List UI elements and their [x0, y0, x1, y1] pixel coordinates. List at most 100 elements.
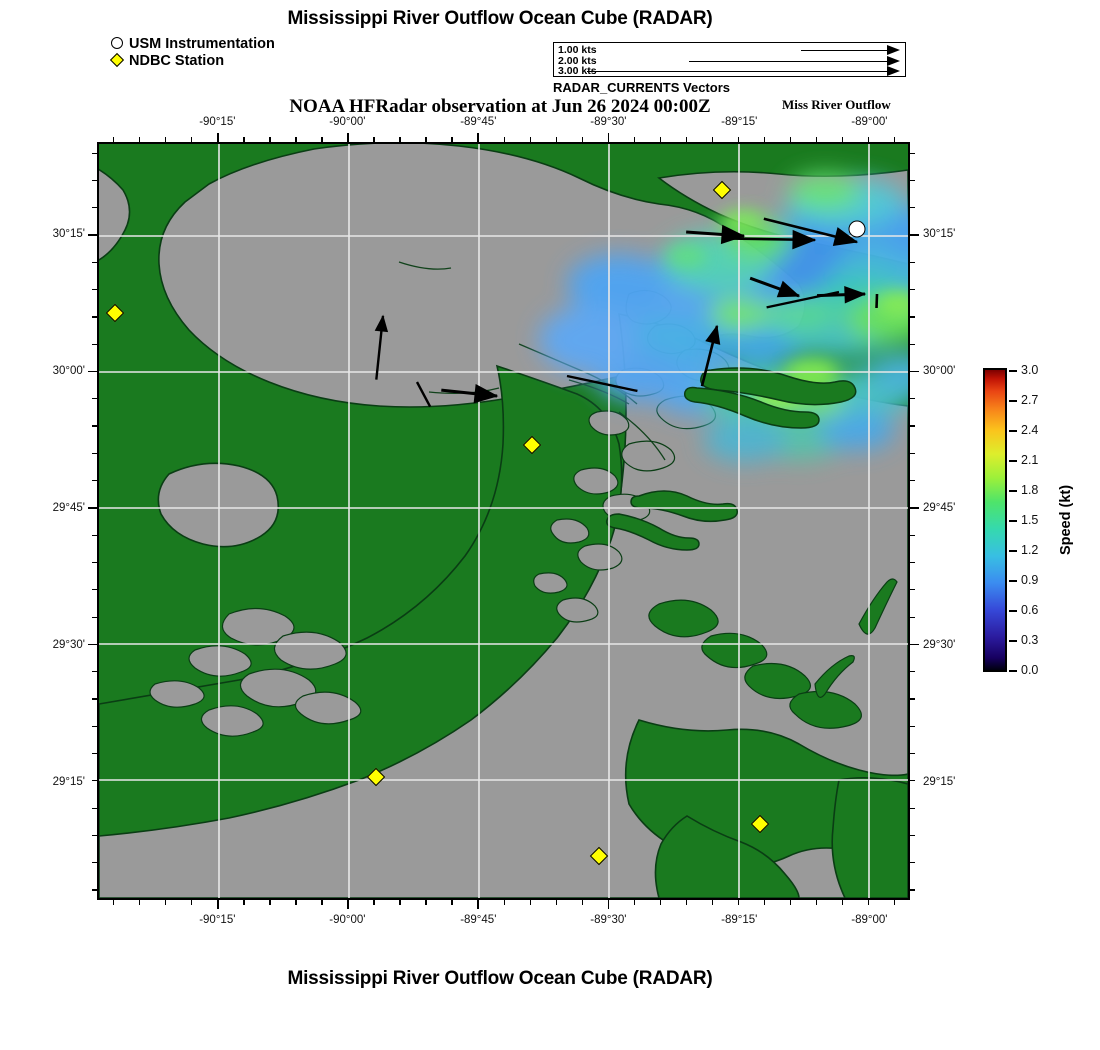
vector-key-label: 1.00 kts: [558, 44, 597, 56]
colorbar-tick-label: 0.3: [1021, 633, 1039, 647]
x-axis-label-bottom: -89°15': [721, 914, 758, 926]
usm-instrumentation-marker[interactable]: [848, 220, 866, 238]
colorbar-tick: [1009, 580, 1017, 582]
x-minor-tick: [139, 900, 141, 905]
colorbar-tick-label: 1.8: [1021, 483, 1039, 497]
y-minor-tick: [910, 452, 915, 454]
y-minor-tick: [910, 589, 915, 591]
vector-key-arrowhead: [887, 45, 900, 55]
y-axis-label-left: 30°00': [52, 364, 85, 377]
x-major-tick: [477, 900, 479, 909]
y-major-tick: [910, 507, 919, 509]
colorbar-tick-label: 0.9: [1021, 573, 1039, 587]
vector-key-row: 2.00 kts: [554, 54, 905, 67]
legend-label-usm: USM Instrumentation: [129, 36, 275, 52]
x-minor-tick: [737, 900, 739, 905]
footer-title: Mississippi River Outflow Ocean Cube (RA…: [287, 968, 713, 989]
diamond-marker-icon: [109, 52, 127, 70]
x-minor-tick: [191, 900, 193, 905]
current-vectors: [686, 217, 879, 387]
y-major-tick: [88, 507, 97, 509]
x-minor-tick: [373, 900, 375, 905]
vector-key-caption: RADAR_CURRENTS Vectors: [553, 80, 730, 95]
y-axis-label-left: 29°15': [52, 775, 85, 788]
map-plot-area[interactable]: [97, 142, 910, 900]
colorbar-tick: [1009, 490, 1017, 492]
y-axis-label-left: 30°15': [52, 228, 85, 241]
x-minor-tick: [815, 900, 817, 905]
current-vectors-lower: [374, 314, 638, 408]
y-axis-label-left: 29°30': [52, 638, 85, 651]
observation-subtitle: NOAA HFRadar observation at Jun 26 2024 …: [289, 96, 711, 117]
vector-key-arrowhead: [887, 55, 900, 66]
colorbar-tick: [1009, 430, 1017, 432]
y-minor-tick: [910, 534, 915, 536]
colorbar-tick-label: 0.6: [1021, 603, 1039, 617]
y-axis-label-right: 29°45': [923, 502, 956, 515]
y-minor-tick: [910, 862, 915, 864]
colorbar-tick-label: 2.1: [1021, 453, 1039, 467]
y-minor-tick: [910, 207, 915, 209]
colorbar-title: Speed (kt): [1058, 484, 1074, 556]
x-minor-tick: [165, 900, 167, 905]
x-minor-tick: [425, 900, 427, 905]
colorbar-tick: [1009, 550, 1017, 552]
x-major-tick: [607, 133, 609, 142]
y-minor-tick: [910, 671, 915, 673]
y-minor-tick: [910, 561, 915, 564]
y-minor-tick: [910, 725, 915, 727]
y-minor-tick: [910, 834, 915, 836]
y-major-tick: [910, 370, 919, 373]
x-axis-label-bottom: -89°45': [460, 914, 497, 926]
x-minor-tick: [555, 900, 557, 905]
y-minor-tick: [910, 398, 915, 400]
map-graphic: [99, 144, 908, 898]
y-minor-tick: [910, 752, 915, 755]
x-axis-label-bottom: -89°30': [590, 914, 627, 926]
x-major-tick: [217, 133, 219, 142]
delta-fingers: [605, 367, 857, 551]
x-major-tick: [607, 900, 609, 909]
y-axis-label-right: 30°15': [923, 228, 956, 241]
y-minor-tick: [910, 616, 915, 618]
x-minor-tick: [893, 900, 895, 905]
colorbar-gradient[interactable]: [983, 368, 1007, 672]
x-minor-tick: [269, 900, 271, 905]
y-major-tick: [910, 643, 919, 645]
y-axis-label-right: 29°15': [923, 775, 956, 788]
x-major-tick: [347, 900, 349, 909]
colorbar-tick: [1009, 520, 1017, 522]
y-minor-tick: [910, 179, 915, 182]
x-major-tick: [477, 133, 479, 142]
colorbar-tick: [1009, 640, 1017, 642]
circle-marker-icon: [110, 36, 127, 53]
colorbar-tick: [1009, 610, 1017, 612]
y-major-tick: [88, 370, 97, 373]
x-minor-tick: [399, 900, 401, 905]
x-minor-tick: [503, 900, 505, 905]
colorbar-tick-label: 2.4: [1021, 423, 1039, 437]
x-minor-tick: [867, 900, 869, 905]
graticule: [99, 144, 908, 898]
x-minor-tick: [633, 900, 635, 905]
x-major-tick: [347, 133, 349, 142]
y-minor-tick: [910, 316, 915, 318]
x-minor-tick: [685, 900, 687, 905]
vector-key-label: 2.00 kts: [558, 54, 597, 67]
y-axis-label-left: 29°45': [52, 502, 85, 515]
y-minor-tick: [910, 889, 915, 891]
x-minor-tick: [451, 900, 453, 905]
x-axis-label-bottom: -90°00': [329, 914, 366, 926]
vector-key-line: [689, 60, 887, 62]
y-minor-tick: [910, 425, 915, 427]
colorbar-tick: [1009, 670, 1017, 672]
x-minor-tick: [659, 900, 661, 905]
y-major-tick: [88, 234, 97, 236]
colorbar-tick-label: 3.0: [1021, 363, 1039, 377]
x-minor-tick: [763, 900, 765, 905]
dataset-label: Miss River Outflow: [782, 97, 891, 112]
colorbar-tick: [1009, 460, 1017, 462]
x-axis-label-bottom: -89°00': [851, 914, 888, 926]
legend-item-ndbc: NDBC Station: [109, 52, 275, 70]
x-minor-tick: [711, 900, 713, 905]
